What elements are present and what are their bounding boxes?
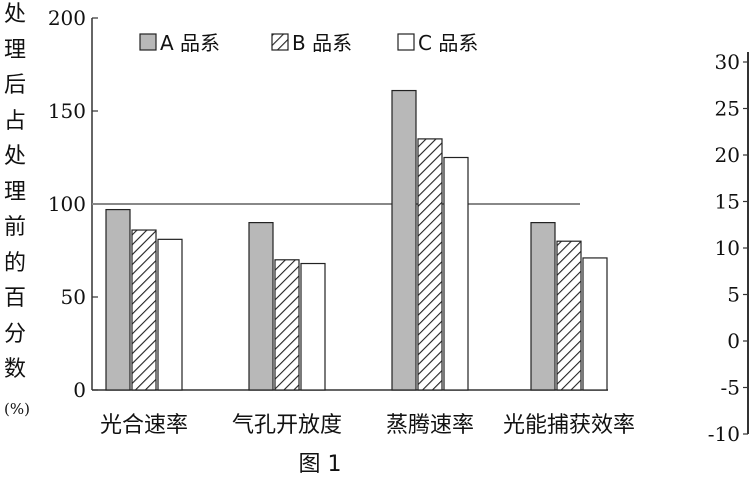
bar-a — [248, 222, 274, 391]
bar-a — [530, 222, 556, 391]
y-axis-label-char: 数 — [3, 357, 26, 382]
y-tick-label-2: 25 — [715, 97, 740, 121]
y-axis-label-char: 前 — [3, 215, 26, 240]
y-tick-label-2: 15 — [715, 190, 740, 214]
y-tick-label-2: 10 — [715, 236, 740, 260]
bar-b — [274, 259, 300, 391]
bar-c — [157, 238, 183, 391]
y-tick-label: 150 — [48, 99, 86, 123]
legend-label: A 品系 — [160, 31, 220, 55]
bar-c — [443, 156, 469, 391]
partial-second-chart: 30 25 20 15 10 5 0 -5 -10 — [708, 50, 749, 446]
y-axis-label-char: 理 — [3, 179, 26, 205]
y-tick-label-2: 5 — [727, 283, 740, 307]
x-category-label: 气孔开放度 — [232, 413, 342, 438]
bar-c — [582, 257, 608, 391]
x-category-label: 光能捕获效率 — [503, 413, 635, 438]
x-category-label: 光合速率 — [100, 413, 188, 438]
bar-c — [300, 262, 326, 391]
y-axis-unit: (%) — [4, 400, 30, 418]
y-tick-label: 100 — [48, 192, 86, 216]
legend-label: C 品系 — [418, 31, 478, 55]
y-tick-label-2: 20 — [715, 143, 740, 167]
bar-a — [391, 89, 417, 391]
bar-b — [556, 240, 582, 391]
y-axis-label-char: 处 — [3, 144, 26, 169]
y-axis-label-char: 的 — [3, 250, 26, 276]
y-axis-label-char: 后 — [3, 73, 26, 98]
y-tick-label-2: -10 — [708, 422, 740, 446]
y-axis-label-char: 百 — [3, 286, 26, 311]
y-axis-label-char: 占 — [3, 108, 26, 134]
legend-swatch — [397, 33, 415, 51]
main-bar-chart: 0 50 100 150 200 光合速率 气孔开放度 蒸腾速率 光能捕获效率 A 品系 B 品系 C… — [48, 6, 635, 438]
bar-b — [131, 229, 157, 391]
legend-swatch — [271, 33, 289, 51]
y-tick-label-2: 0 — [727, 329, 740, 353]
y-axis-label-char: 处 — [3, 2, 26, 27]
legend-swatch — [139, 33, 157, 51]
y-tick-label: 200 — [48, 6, 86, 30]
y-tick-label: 0 — [73, 378, 86, 402]
legend-label: B 品系 — [292, 31, 352, 55]
bar-a — [105, 208, 131, 391]
y-axis-label-char: 分 — [3, 321, 26, 347]
y-axis-label-char: 理 — [3, 37, 26, 63]
y-tick-label-2: -5 — [721, 376, 740, 400]
x-category-label: 蒸腾速率 — [386, 413, 474, 438]
figure-caption: 图 1 — [298, 452, 342, 477]
bar-b — [417, 138, 443, 391]
y-tick-label-2: 30 — [715, 50, 740, 74]
y-tick-label: 50 — [61, 285, 86, 309]
